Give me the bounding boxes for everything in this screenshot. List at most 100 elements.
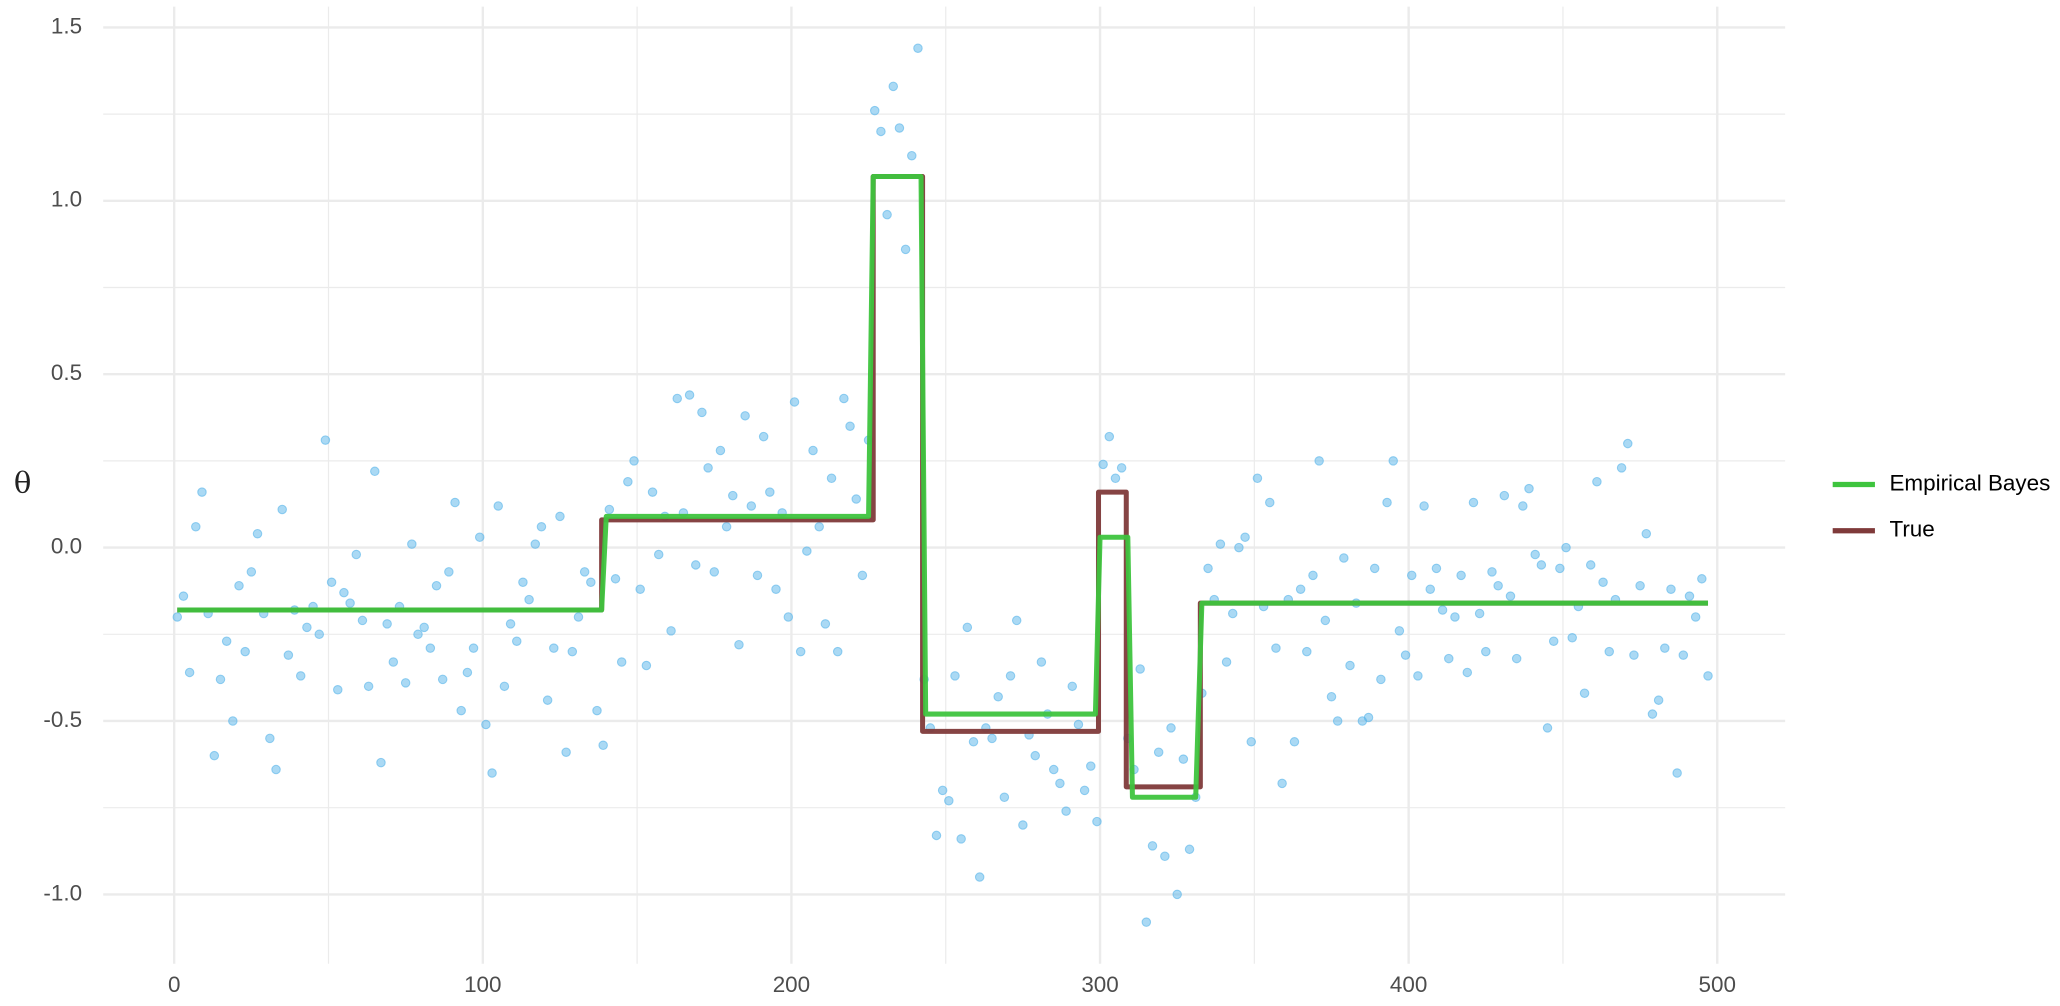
data-point	[1166, 723, 1176, 733]
data-point	[610, 574, 621, 584]
data-point	[765, 487, 775, 497]
data-point	[993, 691, 1003, 702]
data-point	[314, 629, 324, 640]
data-point	[1555, 563, 1565, 574]
data-point	[746, 501, 757, 511]
data-point	[1067, 681, 1078, 692]
data-point	[357, 615, 368, 626]
data-point	[1536, 560, 1547, 570]
data-point	[802, 546, 812, 556]
data-point	[1678, 650, 1689, 660]
data-point	[1005, 671, 1016, 681]
legend-label: True	[1889, 517, 1934, 542]
data-point	[907, 150, 917, 161]
data-point	[1277, 778, 1287, 789]
data-point	[1320, 615, 1331, 626]
data-point	[882, 209, 892, 220]
data-point	[1098, 459, 1108, 470]
data-point	[431, 580, 442, 591]
data-point	[1135, 664, 1145, 674]
data-point	[1431, 563, 1442, 574]
y-axis-label: θ	[14, 466, 31, 500]
data-point	[351, 549, 362, 560]
data-point	[598, 740, 608, 751]
data-point	[752, 570, 763, 581]
data-point	[1048, 764, 1059, 775]
data-point	[1153, 747, 1164, 757]
data-point	[561, 747, 571, 757]
data-point	[894, 123, 905, 133]
data-point	[1481, 646, 1491, 657]
data-point	[789, 397, 800, 407]
data-point	[1660, 643, 1670, 653]
legend-label: Empirical Bayes	[1889, 470, 2050, 495]
data-point	[987, 733, 997, 744]
data-point	[419, 622, 429, 633]
data-point	[1635, 580, 1645, 591]
data-point	[246, 567, 257, 577]
line-series	[177, 174, 1709, 790]
data-point	[1616, 463, 1627, 473]
data-point	[326, 577, 337, 588]
data-point	[771, 584, 781, 594]
data-point	[376, 757, 386, 768]
data-point	[1271, 643, 1281, 653]
data-point	[481, 719, 491, 730]
data-point	[215, 674, 226, 685]
data-point	[1178, 754, 1189, 764]
data-point	[1382, 497, 1392, 508]
data-point	[1388, 456, 1398, 466]
data-point	[1425, 584, 1436, 594]
data-point	[1326, 691, 1337, 702]
data-point	[1295, 584, 1306, 594]
data-point	[555, 511, 565, 522]
data-point	[234, 580, 244, 591]
data-point	[1474, 608, 1485, 619]
data-point	[1406, 570, 1417, 581]
data-point	[1314, 456, 1324, 466]
data-point	[1684, 591, 1695, 601]
data-point	[283, 650, 294, 660]
data-point	[1690, 612, 1701, 622]
data-point	[1542, 723, 1553, 733]
data-point	[1604, 646, 1615, 657]
data-point	[1585, 560, 1596, 570]
data-point	[1468, 497, 1479, 508]
data-point	[1246, 737, 1257, 747]
data-point	[666, 626, 676, 636]
data-point	[1184, 844, 1195, 855]
data-point	[1369, 563, 1380, 574]
data-point	[1456, 570, 1466, 581]
data-point	[1030, 750, 1040, 761]
data-point	[1592, 476, 1602, 487]
data-point	[345, 598, 355, 608]
data-point	[407, 539, 417, 549]
data-point	[728, 490, 738, 501]
data-point	[1400, 650, 1411, 660]
data-point	[1055, 778, 1065, 789]
data-point	[808, 445, 818, 456]
data-point	[1530, 549, 1540, 560]
data-point	[573, 612, 584, 622]
data-point	[567, 646, 578, 657]
data-point	[487, 768, 497, 778]
data-point	[1018, 820, 1028, 830]
data-point	[1086, 761, 1096, 771]
data-point	[1493, 580, 1503, 591]
data-point	[295, 671, 306, 681]
data-point	[592, 705, 602, 716]
data-point	[1697, 574, 1707, 584]
data-point	[1505, 591, 1516, 601]
data-point	[450, 497, 460, 508]
data-point	[505, 619, 516, 629]
data-point	[400, 678, 411, 688]
data-point	[512, 636, 522, 646]
data-point	[839, 393, 849, 404]
data-point	[616, 657, 627, 667]
data-point	[900, 244, 911, 255]
data-point	[999, 792, 1010, 803]
data-point	[795, 646, 806, 657]
data-point	[271, 764, 281, 775]
data-point	[956, 834, 966, 844]
